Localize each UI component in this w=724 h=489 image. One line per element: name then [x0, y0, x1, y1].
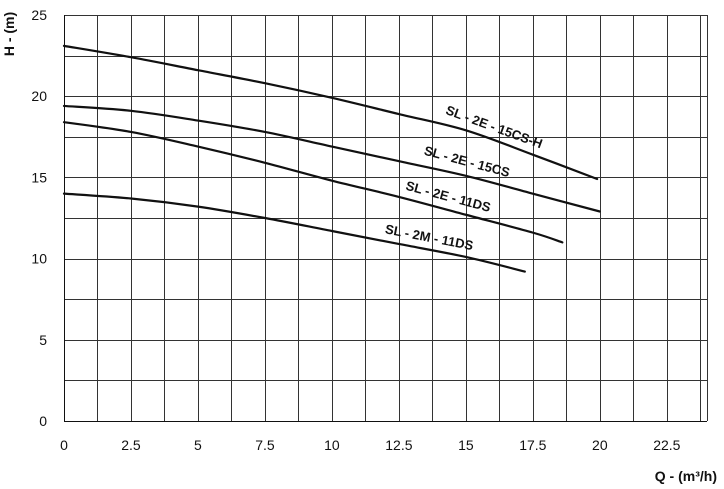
x-tick-label: 7.5: [255, 437, 275, 453]
x-tick-label: 20: [592, 437, 608, 453]
axes: [63, 15, 707, 423]
x-tick-label: 12.5: [385, 437, 412, 453]
x-tick-label: 17.5: [519, 437, 546, 453]
x-axis-title: Q - (m³/h): [655, 468, 717, 484]
x-tick-label: 2.5: [121, 437, 141, 453]
x-tick-label: 15: [458, 437, 474, 453]
series-line-sl-2e-15cs: [62, 104, 601, 213]
y-tick-label: 5: [39, 332, 47, 348]
y-tick-label: 15: [31, 169, 47, 185]
y-tick-label: 10: [31, 251, 47, 267]
tick-labels: 0 2.5 5 7.5 10 12.5 15 17.5 20 22.5 0 5 10 15 20 25: [31, 7, 680, 453]
y-tick-label: 20: [31, 88, 47, 104]
x-tick-label: 5: [194, 437, 202, 453]
series-label-sl-2m-11ds: SL - 2M - 11DS: [384, 221, 475, 253]
series-line-sl-2e-11ds: [62, 121, 564, 244]
x-tick-label: 0: [60, 437, 68, 453]
y-tick-label: 0: [39, 413, 47, 429]
series-line-sl-2m-11ds: [62, 192, 526, 273]
series-label-sl-2e-15cs-h: SL - 2E - 15CS-H: [444, 102, 545, 151]
data-series: [62, 44, 601, 273]
series-label-sl-2e-15cs: SL - 2E - 15CS: [423, 143, 512, 180]
grid: [64, 15, 708, 422]
x-tick-label: 22.5: [653, 437, 680, 453]
x-tick-label: 10: [324, 437, 340, 453]
series-line-sl-2e-15cs-h: [62, 44, 599, 181]
y-tick-label: 25: [31, 7, 47, 23]
y-axis-title: H - (m): [1, 12, 17, 56]
